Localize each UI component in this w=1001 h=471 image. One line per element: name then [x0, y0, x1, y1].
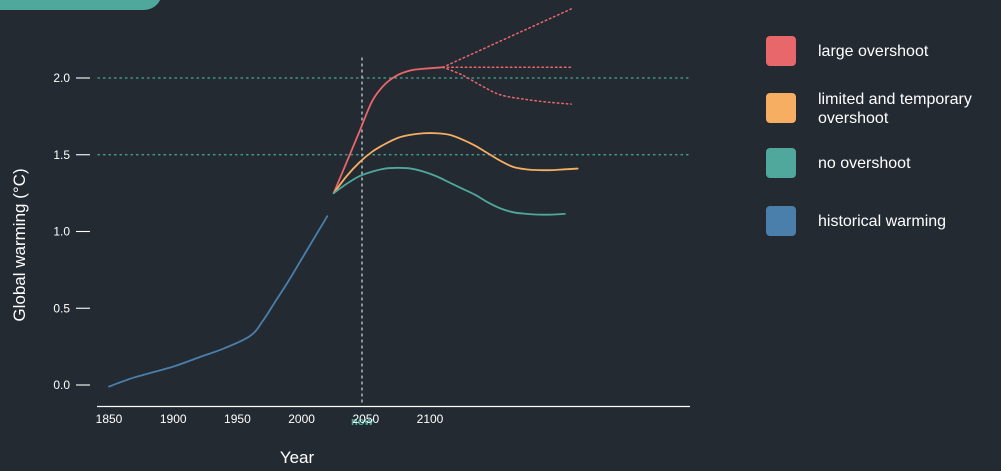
x-tick-label: 1850 — [96, 412, 123, 426]
axes — [97, 57, 690, 408]
legend-label: large overshoot — [818, 43, 929, 60]
y-tick-label: 2.0 — [53, 71, 70, 85]
legend-swatch — [766, 206, 796, 236]
legend-swatch — [766, 93, 796, 123]
y-axis-ticks: 0.0 0.5 1.0 1.5 2.0 — [53, 71, 90, 392]
legend-item: limited and temporary overshoot — [766, 91, 1001, 128]
series-line-no-overshoot — [332, 166, 566, 216]
series-line-historical-warming — [108, 215, 329, 388]
x-tick-label: 2050 — [352, 412, 379, 426]
legend-label: limited and temporary overshoot — [818, 91, 972, 127]
legend-label: historical warming — [818, 213, 947, 230]
series-line-large-overshoot — [332, 66, 444, 195]
x-tick-label: 1950 — [224, 412, 251, 426]
x-tick-label-now: now — [351, 416, 373, 428]
y-tick-label: 1.5 — [53, 148, 70, 162]
reference-lines — [97, 77, 691, 156]
y-tick-label: 1.0 — [53, 225, 70, 239]
corner-tab — [0, 0, 162, 10]
legend-item: large overshoot — [766, 36, 928, 66]
legend-item: historical warming — [766, 206, 946, 236]
legend-swatch — [766, 148, 796, 178]
x-tick-label: 2100 — [417, 412, 444, 426]
y-tick-label: 0.5 — [53, 301, 70, 315]
series-line-limited-and-temporary-overshoot — [332, 132, 579, 195]
series-lines — [108, 8, 579, 388]
legend-label: no overshoot — [818, 155, 911, 172]
x-tick-label: 2000 — [288, 412, 315, 426]
series-branch-large-overshoot — [442, 66, 572, 105]
y-axis-label: Global warming (°C) — [10, 168, 29, 321]
y-tick-label: 0.0 — [53, 378, 70, 392]
x-axis-label: Year — [280, 448, 315, 467]
legend-swatch — [766, 36, 796, 66]
series-branch-large-overshoot — [442, 8, 572, 69]
x-tick-label: 1900 — [160, 412, 187, 426]
legend-item: no overshoot — [766, 148, 911, 178]
